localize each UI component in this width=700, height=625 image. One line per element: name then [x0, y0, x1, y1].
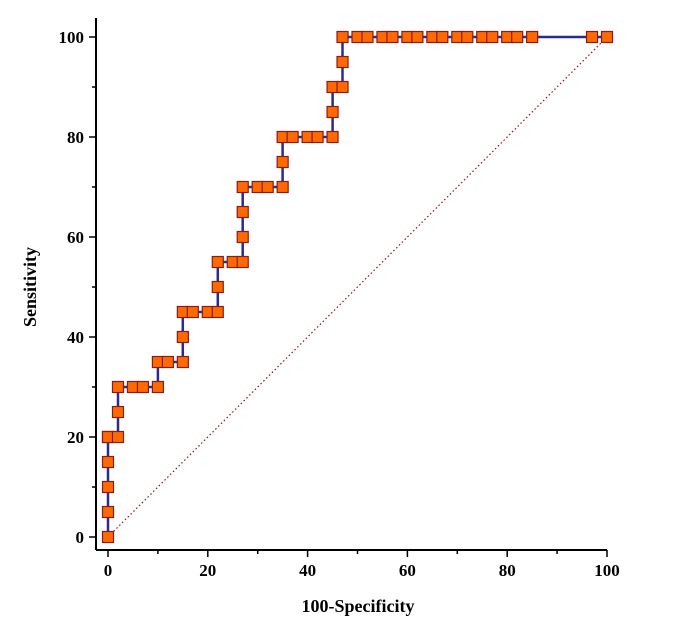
y-tick-label: 60	[67, 228, 84, 247]
roc-point	[101, 480, 115, 494]
roc-point	[261, 180, 274, 194]
roc-point	[301, 130, 314, 144]
roc-point	[436, 30, 449, 44]
x-tick-label: 60	[399, 561, 416, 580]
roc-point	[201, 305, 214, 319]
y-tick-label: 100	[59, 28, 85, 47]
roc-point	[101, 430, 115, 444]
roc-point	[276, 155, 289, 169]
roc-point	[226, 255, 239, 269]
roc-point	[336, 80, 349, 94]
roc-point	[526, 30, 539, 44]
y-tick-label: 0	[76, 528, 85, 547]
roc-point	[600, 30, 614, 44]
plot-area	[101, 30, 614, 544]
x-tick-label: 100	[594, 561, 620, 580]
roc-point	[501, 30, 514, 44]
roc-point	[276, 180, 289, 194]
roc-point	[211, 305, 224, 319]
y-axis-title: Sensitivity	[20, 247, 40, 327]
roc-point	[426, 30, 439, 44]
roc-point	[236, 230, 249, 244]
roc-point	[326, 105, 339, 119]
x-tick-label: 0	[104, 561, 113, 580]
roc-point	[336, 55, 349, 69]
roc-point	[351, 30, 364, 44]
y-tick-label: 20	[67, 428, 84, 447]
roc-point	[476, 30, 489, 44]
axes: 0 20 40 60 80 100 0 20 40 60 80 100	[59, 18, 620, 580]
x-tick-label: 80	[499, 561, 516, 580]
roc-point	[511, 30, 524, 44]
roc-point	[311, 130, 324, 144]
roc-point	[236, 255, 249, 269]
reference-diagonal-line	[107, 36, 608, 538]
roc-point	[461, 30, 474, 44]
roc-point	[111, 405, 125, 419]
roc-point	[186, 305, 199, 319]
roc-point	[276, 130, 289, 144]
roc-point	[326, 80, 339, 94]
y-tick-label: 40	[67, 328, 84, 347]
roc-point	[386, 30, 399, 44]
roc-point	[486, 30, 499, 44]
roc-point	[326, 130, 339, 144]
roc-point	[136, 380, 150, 394]
roc-point	[101, 455, 115, 469]
roc-point	[211, 280, 224, 294]
roc-point	[236, 180, 249, 194]
roc-point	[101, 530, 115, 544]
roc-point	[401, 30, 414, 44]
roc-point	[111, 430, 125, 444]
roc-point	[361, 30, 374, 44]
roc-point	[376, 30, 389, 44]
roc-point	[286, 130, 299, 144]
roc-point	[176, 330, 189, 344]
roc-point	[176, 355, 189, 369]
roc-point	[151, 380, 164, 394]
roc-point	[111, 380, 125, 394]
roc-point	[161, 355, 174, 369]
x-axis-title: 100-Specificity	[302, 596, 415, 616]
x-tick-label: 20	[199, 561, 216, 580]
x-tick-label: 40	[299, 561, 316, 580]
roc-point	[151, 355, 164, 369]
roc-point	[336, 30, 349, 44]
roc-point	[236, 205, 249, 219]
roc-point	[451, 30, 464, 44]
roc-point	[585, 30, 599, 44]
roc-point	[126, 380, 140, 394]
roc-point	[176, 305, 189, 319]
roc-point	[251, 180, 264, 194]
roc-point	[211, 255, 224, 269]
roc-point	[101, 505, 115, 519]
roc-point	[411, 30, 424, 44]
y-tick-label: 80	[67, 128, 84, 147]
